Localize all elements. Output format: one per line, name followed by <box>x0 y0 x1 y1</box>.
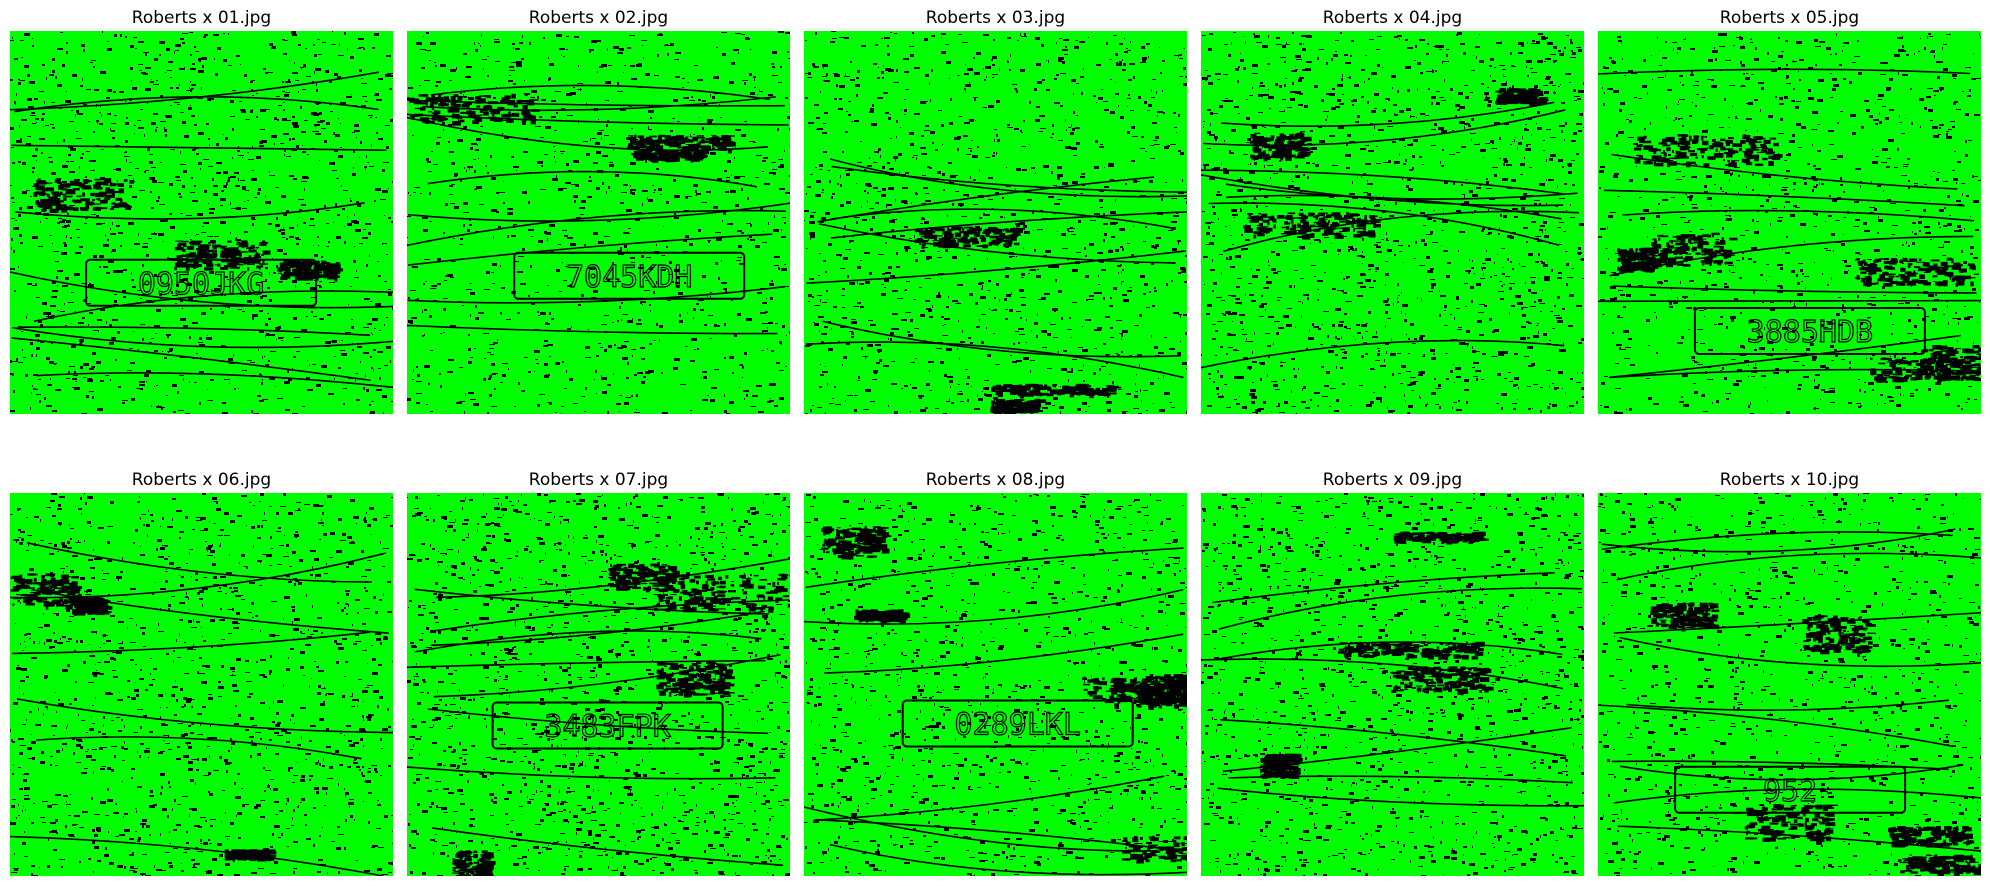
edge-dark-regions <box>1617 134 1981 383</box>
car-contour-lines <box>1201 101 1580 369</box>
license-plate-text: 0289LKL <box>954 708 1080 743</box>
edge-map-image: 0289LKL <box>804 493 1187 876</box>
car-contour-lines <box>407 84 790 335</box>
license-plate-outline <box>491 701 724 750</box>
license-plate: 0950JKG <box>85 258 318 307</box>
edge-speckle-noise <box>804 494 1187 876</box>
car-contour-lines <box>10 71 393 389</box>
edge-map-panel <box>10 493 393 876</box>
panel-title: Roberts x 07.jpg <box>528 470 669 490</box>
license-plate-text: 3483FPK <box>544 710 670 745</box>
edge-map-background <box>1598 31 1981 414</box>
edge-speckle-noise <box>10 493 393 876</box>
edge-map-panel <box>1201 493 1584 876</box>
edge-map-panel: 7045KDH <box>407 31 790 414</box>
edge-map-panel: 0950JKG <box>10 31 393 414</box>
car-contour-lines <box>1598 528 1981 852</box>
license-plate: 7045KDH <box>513 251 746 300</box>
license-plate: 952 <box>1674 765 1907 814</box>
car-contour-lines <box>10 542 393 876</box>
license-plate-text: 0950JKG <box>138 267 264 302</box>
edge-map-background <box>10 31 393 414</box>
license-plate-outline <box>901 699 1134 748</box>
edge-dark-regions <box>1650 602 1981 876</box>
edge-map-panel: 3885HDB <box>1598 31 1981 414</box>
edge-dark-regions <box>1259 531 1494 779</box>
license-plate-outline <box>85 258 318 307</box>
panel-title: Roberts x 09.jpg <box>1322 470 1463 490</box>
license-plate: 0289LKL <box>901 699 1134 748</box>
panel-title: Roberts x 02.jpg <box>528 8 669 28</box>
edge-map-panel: 3483FPK <box>407 493 790 876</box>
edge-dark-regions <box>1243 88 1549 240</box>
license-plate: 3885HDB <box>1693 307 1926 355</box>
edge-map-image: 0950JKG <box>10 31 393 414</box>
edge-map-image: 3483FPK <box>407 493 790 876</box>
car-contour-lines <box>407 558 790 867</box>
edge-dark-regions <box>10 573 277 862</box>
panel-title: Roberts x 10.jpg <box>1719 470 1860 490</box>
edge-map-panel: 0289LKL <box>804 493 1187 876</box>
license-plate-text: 3885HDB <box>1747 315 1873 350</box>
panel-title: Roberts x 03.jpg <box>925 8 1066 28</box>
edge-map-panel <box>804 31 1187 414</box>
edge-map-image <box>1201 493 1584 876</box>
edge-map-panel <box>1201 31 1584 414</box>
car-contour-lines <box>804 547 1187 876</box>
edge-map-image: 3885HDB <box>1598 31 1981 414</box>
panel-title: Roberts x 04.jpg <box>1322 8 1463 28</box>
panel-title: Roberts x 01.jpg <box>131 8 272 28</box>
edge-map-panel: 952 <box>1598 493 1981 876</box>
edge-map-image <box>10 493 393 876</box>
edge-map-image <box>804 31 1187 414</box>
license-plate-outline <box>513 251 746 300</box>
panel-title: Roberts x 08.jpg <box>925 470 1066 490</box>
edge-speckle-noise <box>1598 33 1981 414</box>
edge-dark-regions <box>33 178 344 282</box>
license-plate-text: 952 <box>1763 774 1817 809</box>
edge-map-image <box>1201 31 1584 414</box>
edge-dark-regions <box>821 525 1187 864</box>
license-plate-outline <box>1674 765 1907 814</box>
panel-title: Roberts x 05.jpg <box>1719 8 1860 28</box>
panel-title: Roberts x 06.jpg <box>131 470 272 490</box>
license-plate-outline <box>1693 307 1926 355</box>
car-contour-lines <box>805 158 1187 379</box>
license-plate-text: 7045KDH <box>566 260 692 295</box>
car-contour-lines <box>1201 572 1584 807</box>
edge-map-image: 7045KDH <box>407 31 790 414</box>
car-contour-lines <box>1598 68 1981 379</box>
license-plate: 3483FPK <box>491 701 724 750</box>
edge-map-image: 952 <box>1598 493 1981 876</box>
